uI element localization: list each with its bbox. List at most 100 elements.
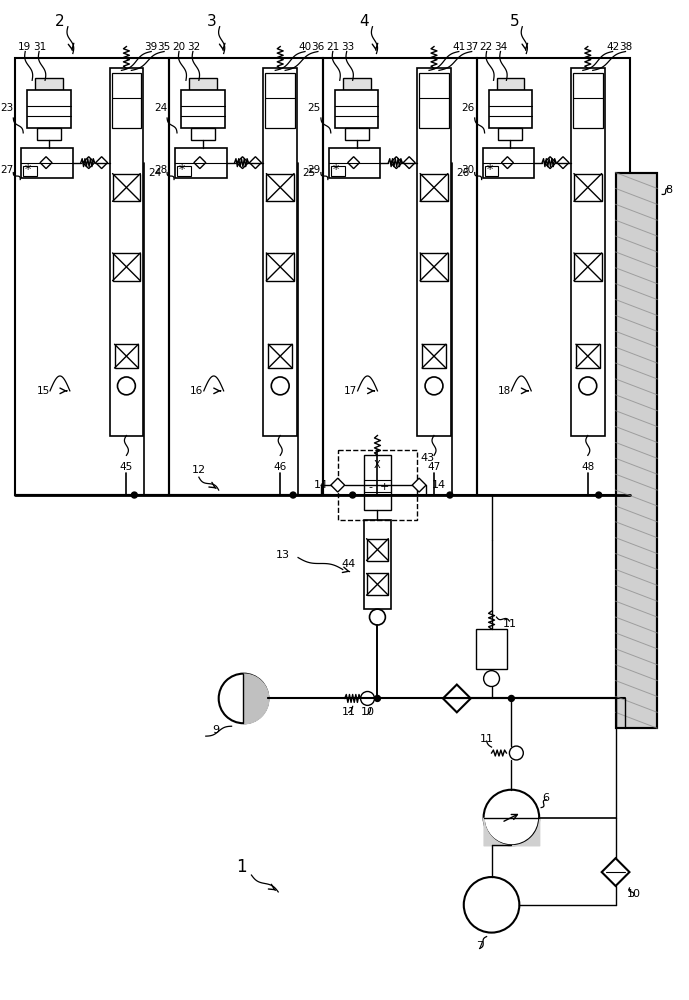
Text: 11: 11 <box>342 707 356 717</box>
Bar <box>112 174 141 201</box>
Bar <box>189 78 217 90</box>
Text: 35: 35 <box>158 42 171 52</box>
Text: 48: 48 <box>581 462 595 472</box>
Text: 41: 41 <box>452 42 466 52</box>
Bar <box>344 128 369 140</box>
Circle shape <box>596 492 601 498</box>
Text: 45: 45 <box>120 462 133 472</box>
Bar <box>37 128 61 140</box>
Bar <box>364 520 391 609</box>
Circle shape <box>508 695 515 701</box>
Bar <box>191 128 215 140</box>
Text: 26: 26 <box>462 103 475 113</box>
Text: 28: 28 <box>154 165 167 175</box>
Text: 34: 34 <box>495 42 508 52</box>
Bar <box>576 344 599 368</box>
Polygon shape <box>412 478 426 492</box>
Text: 46: 46 <box>274 462 287 472</box>
Text: 36: 36 <box>311 42 325 52</box>
Text: 24: 24 <box>154 103 167 113</box>
Bar <box>15 58 169 495</box>
Text: 20: 20 <box>172 42 185 52</box>
Text: 47: 47 <box>427 462 441 472</box>
Polygon shape <box>236 157 249 169</box>
Text: 11: 11 <box>502 619 517 629</box>
Text: 3: 3 <box>207 14 216 29</box>
Bar <box>571 68 605 436</box>
Polygon shape <box>544 157 556 169</box>
Circle shape <box>425 377 443 395</box>
Text: 32: 32 <box>187 42 200 52</box>
Bar <box>417 68 451 436</box>
Text: 7: 7 <box>476 941 483 951</box>
Text: 14: 14 <box>313 480 328 490</box>
Polygon shape <box>502 157 513 169</box>
Text: 25: 25 <box>308 103 321 113</box>
Bar <box>323 58 477 495</box>
Circle shape <box>218 674 268 723</box>
Circle shape <box>271 377 289 395</box>
Text: 19: 19 <box>19 42 32 52</box>
Text: 40: 40 <box>298 42 311 52</box>
Circle shape <box>349 492 356 498</box>
Bar <box>331 166 344 176</box>
Text: 9: 9 <box>212 725 219 735</box>
Circle shape <box>360 691 374 705</box>
Circle shape <box>484 671 500 687</box>
Circle shape <box>579 377 597 395</box>
Polygon shape <box>249 157 261 169</box>
Bar <box>615 173 657 728</box>
Text: 43: 43 <box>420 453 434 463</box>
Text: *: * <box>486 163 493 176</box>
Bar <box>419 73 449 128</box>
Polygon shape <box>40 157 52 169</box>
Bar <box>364 455 391 510</box>
Polygon shape <box>83 157 94 169</box>
Bar <box>263 68 297 436</box>
Text: -: - <box>369 482 373 492</box>
Circle shape <box>447 492 453 498</box>
Bar <box>268 344 292 368</box>
Text: 44: 44 <box>341 559 356 569</box>
Text: 6: 6 <box>543 793 550 803</box>
Polygon shape <box>391 157 402 169</box>
Text: 4: 4 <box>360 14 369 29</box>
Bar <box>112 253 141 281</box>
Text: 10: 10 <box>626 889 641 899</box>
Bar <box>267 253 294 281</box>
Polygon shape <box>348 157 360 169</box>
Circle shape <box>374 695 380 701</box>
Text: 14: 14 <box>432 480 446 490</box>
Bar <box>497 78 524 90</box>
Polygon shape <box>443 685 471 712</box>
Text: 25: 25 <box>302 168 316 178</box>
Polygon shape <box>331 478 344 492</box>
Bar <box>23 166 37 176</box>
Bar <box>338 450 417 520</box>
Polygon shape <box>96 157 107 169</box>
Text: 42: 42 <box>606 42 619 52</box>
Text: 10: 10 <box>360 707 375 717</box>
Text: +: + <box>380 482 389 492</box>
Bar <box>574 174 601 201</box>
Circle shape <box>509 746 524 760</box>
Bar <box>477 58 630 495</box>
Text: 18: 18 <box>498 386 511 396</box>
Circle shape <box>118 377 135 395</box>
Bar <box>420 174 448 201</box>
Text: *: * <box>25 163 31 176</box>
Text: 24: 24 <box>148 168 161 178</box>
Text: 22: 22 <box>480 42 493 52</box>
Polygon shape <box>194 157 206 169</box>
Text: 37: 37 <box>465 42 478 52</box>
Text: 17: 17 <box>344 386 358 396</box>
Polygon shape <box>403 157 415 169</box>
Text: 13: 13 <box>276 550 290 560</box>
Text: X: X <box>374 460 381 470</box>
Bar <box>177 166 191 176</box>
Bar <box>342 78 371 90</box>
Text: 23: 23 <box>0 103 13 113</box>
Text: 5: 5 <box>510 14 520 29</box>
Bar <box>169 58 323 495</box>
Bar <box>114 344 138 368</box>
